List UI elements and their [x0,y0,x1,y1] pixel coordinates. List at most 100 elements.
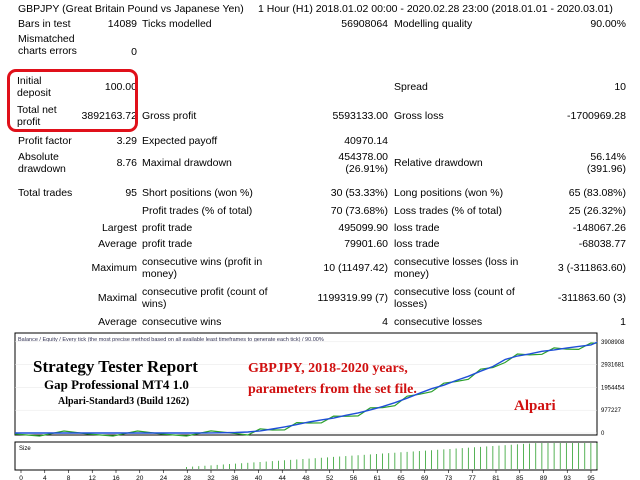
x-tick-label: 81 [492,475,500,480]
y-tick-label: 0 [601,431,605,437]
relative-drawdown-label: Relative drawdown [394,157,483,169]
average-profit-label: profit trade [142,238,193,250]
x-tick-label: 77 [469,475,477,480]
average-wins-value: 4 [382,316,388,328]
profit-trades-label: Profit trades (% of total) [142,205,253,217]
overlay-account: Alpari-Standard3 (Build 1262) [58,396,190,407]
bars-in-test-label: Bars in test [18,18,71,30]
maximum-loss-value: 3 (-311863.60) [557,262,626,274]
x-tick-label: 4 [43,475,47,480]
x-tick-label: 8 [67,475,71,480]
total-net-profit-label: Total net profit [17,104,57,128]
spread-value: 10 [614,81,626,93]
bars-in-test-value: 14089 [107,18,137,30]
long-positions-label: Long positions (won %) [394,187,504,199]
total-trades-label: Total trades [18,187,73,199]
maximum-loss-label: consecutive losses (loss in money) [394,256,519,280]
highlight-box [7,69,138,132]
x-tick-label: 16 [112,475,120,480]
loss-trades-label: Loss trades (% of total) [394,205,502,217]
x-tick-label: 28 [184,475,192,480]
maximal-profit-value: 1199319.99 (7) [317,292,388,304]
average-profit-value: 79901.60 [344,238,388,250]
largest-loss-value: -148067.26 [572,222,626,234]
short-positions-value: 30 (53.33%) [330,187,388,199]
x-tick-label: 32 [207,475,215,480]
maximal-drawdown-percent: (26.91%) [345,163,388,175]
absolute-drawdown-value: 8.76 [116,157,137,169]
overlay-note-line2: parameters from the set file. [248,382,417,397]
overlay-title: Strategy Tester Report [33,357,198,376]
overlay-subtitle: Gap Professional MT4 1.0 [44,377,189,392]
x-tick-label: 95 [587,475,595,480]
initial-deposit-value: 100.00 [104,81,137,93]
maximal-loss-label: consecutive loss (count of losses) [394,286,515,310]
y-tick-label: 1954454 [601,385,625,391]
profit-factor-value: 3.29 [116,135,137,147]
largest-loss-label: loss trade [394,222,440,234]
x-tick-label: 44 [279,475,287,480]
x-tick-label: 52 [326,475,334,480]
y-tick-label: 3908908 [601,340,625,346]
relative-drawdown-percent: 56.14% [590,151,626,163]
mismatched-value: 0 [131,46,137,58]
average-label: Average [98,238,137,250]
x-tick-label: 24 [160,475,168,480]
relative-drawdown-value: (391.96) [586,163,626,175]
balance-series-line [15,341,598,434]
modelling-quality-label: Modelling quality [394,18,473,30]
maximal-profit-label: consecutive profit (count of wins) [142,286,268,310]
gross-profit-label: Gross profit [142,110,197,122]
overlay-broker: Alpari [514,398,556,414]
long-positions-value: 65 (83.08%) [568,187,626,199]
total-trades-value: 95 [125,187,137,199]
maximum-profit-value: 10 (11497.42) [323,262,388,274]
total-net-profit-value: 3892163.72 [81,110,137,122]
expected-payoff-label: Expected payoff [142,135,218,147]
profit-trades-value: 70 (73.68%) [330,205,388,217]
mismatched-label: Mismatched charts errors [18,33,77,57]
x-tick-label: 69 [421,475,429,480]
expected-payoff-value: 40970.14 [344,135,388,147]
size-plot-frame [14,441,598,471]
overlay-note-line1: GBPJPY, 2018-2020 years, [248,361,408,376]
symbol-title: GBPJPY (Great Britain Pound vs Japanese … [18,3,244,15]
maximal-drawdown-label: Maximal drawdown [142,157,232,169]
x-tick-label: 73 [445,475,453,480]
modelling-quality-value: 90.00% [590,18,626,30]
maximal-label: Maximal [97,292,137,304]
x-tick-label: 36 [231,475,239,480]
absolute-drawdown-label: Absolute drawdown [18,151,66,175]
average-losses-label: consecutive losses [394,316,483,328]
x-tick-label: 65 [397,475,405,480]
initial-deposit-label: Initial deposit [17,75,51,99]
y-tick-label: 2931681 [601,363,625,369]
gross-loss-label: Gross loss [394,110,444,122]
average-loss-value: -68038.77 [578,238,626,250]
spread-label: Spread [394,81,428,93]
period-title: 1 Hour (H1) 2018.01.02 00:00 - 2020.02.2… [258,3,613,15]
balance-chart: Balance / Equity / Every tick (the most … [14,332,625,480]
x-tick-label: 93 [564,475,572,480]
average-consecutive-label: Average [98,316,137,328]
maximal-loss-value: -311863.60 (3) [557,292,626,304]
short-positions-label: Short positions (won %) [142,187,253,199]
maximal-drawdown-value: 454378.00 [338,151,388,163]
x-tick-label: 89 [540,475,548,480]
profit-factor-label: Profit factor [18,135,72,147]
gross-loss-value: -1700969.28 [567,110,626,122]
largest-profit-value: 495099.90 [338,222,388,234]
maximum-profit-label: consecutive wins (profit in money) [142,256,263,280]
ticks-modelled-value: 56908064 [341,18,388,30]
x-tick-label: 20 [136,475,144,480]
x-tick-label: 40 [255,475,263,480]
maximum-label: Maximum [91,262,137,274]
average-wins-label: consecutive wins [142,316,222,328]
x-tick-label: 0 [19,475,23,480]
largest-profit-label: profit trade [142,222,193,234]
ticks-modelled-label: Ticks modelled [142,18,212,30]
x-tick-label: 48 [302,475,310,480]
size-label: Size [19,446,31,452]
y-tick-label: 977227 [601,408,622,414]
main-plot-frame [14,332,598,436]
